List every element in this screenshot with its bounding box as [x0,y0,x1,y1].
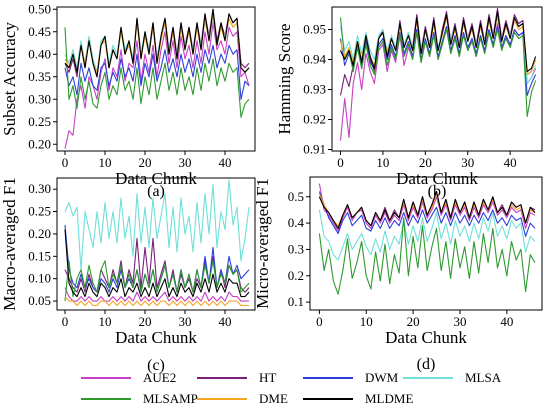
plot-frame [56,6,256,152]
x-tick-label: 10 [360,314,373,329]
legend-label: DWM [365,370,399,385]
legend-item-ht: HT [197,370,276,385]
plot-frame [331,6,543,152]
y-tick-label: 0.93 [303,82,326,97]
chart-panel-2: 0 10 20 30 40 0.91 0.92 0.93 0.94 0.95 Data Chunk H… [275,6,543,200]
x-tick-label: 10 [99,314,112,329]
y-tick-label: 0.3 [288,241,304,256]
panel-label: (d) [417,356,436,373]
x-axis-label: Data Chunk [115,328,197,347]
y-tick-label: 0.25 [28,114,51,129]
chart-panel-1: 0 10 20 30 400.200.250.300.350.400.450.50Dat… [0,1,256,200]
x-axis-label: Data Chunk [396,169,478,188]
y-tick-label: 0.1 [288,294,304,309]
series-line-mlsamp [64,260,250,302]
series-line-mlsamp [339,17,537,118]
plot-frame [56,177,256,311]
x-tick-label: 30 [461,155,474,170]
chart-panel-3: 0 10 20 30 40 0.05 0.10 0.15 0.20 0.25 0.30 Data Ch… [0,177,256,374]
legend-label: AUE2 [143,370,176,385]
series-line-mldme [340,10,537,73]
y-tick-label: 0.20 [28,136,51,151]
legend-label: MLSAMP [143,391,198,406]
y-tick-label: 0.4 [288,215,305,230]
x-tick-label: 0 [62,314,69,329]
series-line-mlsamp [318,217,536,295]
series-line-dwm [64,44,250,100]
series-line-aue2 [64,287,249,302]
series-line-mlsa [318,209,536,261]
y-tick-label: 0.20 [28,226,51,241]
x-tick-label: 20 [139,155,152,170]
x-tick-label: 20 [419,155,432,170]
y-tick-label: 0.92 [303,112,326,127]
series-line-aue2 [318,183,536,232]
y-tick-label: 0.50 [28,1,51,16]
x-tick-label: 40 [500,314,513,329]
y-tick-label: 0.15 [28,248,51,263]
y-axis-label: Macro-averaged F1 [0,177,19,311]
y-axis-label: Hamming Score [275,24,294,135]
panel-label: (c) [147,357,165,374]
y-tick-label: 0.40 [28,46,51,61]
legend-item-mlsamp: MLSAMP [81,391,198,406]
plot-frame [309,176,543,311]
x-tick-label: 40 [219,155,232,170]
y-tick-label: 0.91 [303,142,326,157]
series-line-mlsa [64,179,250,271]
x-tick-label: 10 [99,155,112,170]
legend-label: DME [259,391,288,406]
series-line-mldme [64,8,250,78]
y-tick-label: 0.5 [288,189,304,204]
y-tick-label: 0.35 [28,69,51,84]
legend-label: HT [259,370,276,385]
legend-item-mlsa: MLSA [403,370,502,385]
series-line-mldme [64,229,250,298]
panel-label: (a) [147,183,165,200]
legend-item-dwm: DWM [303,370,399,385]
y-tick-label: 0.45 [28,24,51,39]
legend-item-dme: DME [197,391,288,406]
y-axis-label: Micro-averaged F1 [253,178,272,309]
x-tick-label: 40 [504,155,517,170]
legend-item-aue2: AUE2 [81,370,176,385]
y-tick-label: 0.30 [28,181,51,196]
y-axis-label: Subset Accuracy [0,22,19,136]
y-tick-label: 0.94 [303,52,326,67]
x-tick-label: 30 [453,314,466,329]
x-tick-label: 0 [337,155,344,170]
series-line-aue2 [64,22,250,149]
x-tick-label: 20 [407,314,420,329]
series-line-aue2 [339,22,537,141]
series-line-mldme [318,190,536,229]
x-tick-label: 40 [219,314,232,329]
legend-label: MLDME [365,391,413,406]
x-tick-label: 20 [139,314,152,329]
series-line-mlsamp [64,27,250,118]
series-line-dme [64,296,249,307]
y-tick-label: 0.30 [28,91,51,106]
x-axis-label: Data Chunk [385,328,467,347]
x-tick-label: 30 [179,314,192,329]
y-tick-label: 0.2 [288,268,304,283]
x-tick-label: 0 [62,155,69,170]
y-tick-label: 0.10 [28,271,51,286]
y-tick-label: 0.25 [28,204,51,219]
y-tick-label: 0.95 [303,22,326,37]
chart-panel-4: 0 10 20 30 40 0.1 0.2 0.3 0.4 0.5 Data Chunk Micro-… [253,176,543,373]
x-tick-label: 0 [316,314,323,329]
x-tick-label: 10 [376,155,389,170]
legend: AUE2 HT DWM MLSA MLSAMP DME MLDME [81,370,502,406]
legend-item-mldme: MLDME [303,391,413,406]
x-tick-label: 30 [179,155,192,170]
series-line-dwm [318,191,536,237]
legend-label: MLSA [465,370,502,385]
y-tick-label: 0.05 [28,293,51,308]
